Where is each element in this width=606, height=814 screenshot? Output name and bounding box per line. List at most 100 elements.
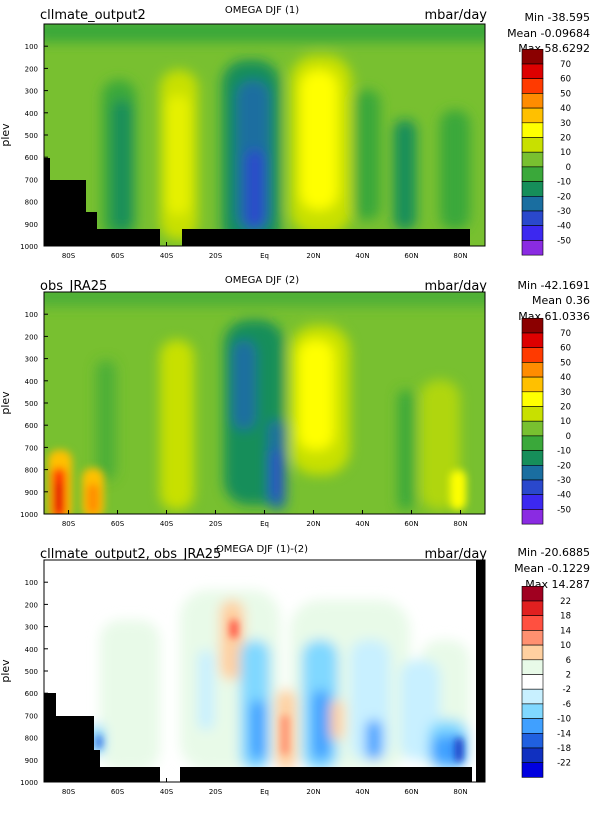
colorbar-level-label: 70 <box>560 60 571 70</box>
ytick-label: 700 <box>25 444 38 452</box>
ytick-label: 100 <box>25 311 38 319</box>
xtick-label: 40S <box>160 252 174 260</box>
colorbar-swatch <box>521 688 544 705</box>
colorbar-level-label: 2 <box>566 671 571 681</box>
ytick-label: 800 <box>25 735 38 743</box>
panel-1-left-label: cllmate_output2 <box>40 8 146 23</box>
ytick-label: 1000 <box>20 779 38 787</box>
ytick-label: 500 <box>25 132 38 140</box>
panel-3-colorbar: 22 18 14 10 6 2 -2 -6 -10 -14 -18 -22 <box>521 585 571 778</box>
xtick-label: 60S <box>111 788 125 796</box>
colorbar-level-label: 30 <box>560 388 571 398</box>
panel-1-ylabel: plev <box>0 123 12 147</box>
ytick-label: 900 <box>25 221 38 229</box>
xtick-label: 60N <box>404 520 418 528</box>
colorbar-level-label: -6 <box>563 700 571 710</box>
ytick-label: 200 <box>25 333 38 341</box>
colorbar-level-label: 40 <box>560 373 571 383</box>
ytick-label: 300 <box>25 88 38 96</box>
colorbar-swatch <box>521 122 544 138</box>
colorbar-swatch <box>521 317 544 334</box>
panel-2-left-label: obs_JRA25 <box>40 279 107 294</box>
colorbar-swatch <box>521 107 544 124</box>
panel-2-title: OMEGA DJF (2) <box>225 275 299 286</box>
panel-1-plot-area <box>44 24 485 246</box>
colorbar-swatch <box>521 644 544 661</box>
colorbar-swatch <box>521 137 544 153</box>
colorbar-level-label: -50 <box>557 236 571 246</box>
ytick-label: 800 <box>25 199 38 207</box>
xtick-label: 60S <box>111 520 125 528</box>
ytick-label: 500 <box>25 400 38 408</box>
colorbar-level-label: 18 <box>560 612 571 622</box>
panel-2-mean: Mean 0.36 <box>532 294 590 307</box>
panel-3-min: Min -20.6885 <box>518 546 590 559</box>
ytick-label: 800 <box>25 467 38 475</box>
colorbar-level-label: -20 <box>557 461 571 471</box>
ytick-label: 700 <box>25 176 38 184</box>
colorbar-level-label: -30 <box>557 476 571 486</box>
panel-2: obs_JRA25 OMEGA DJF (2) mbar/day Min -42… <box>0 275 590 528</box>
colorbar-swatch <box>521 718 544 734</box>
ytick-label: 200 <box>25 65 38 73</box>
ytick-label: 300 <box>25 624 38 632</box>
xtick-label: 20S <box>209 520 223 528</box>
colorbar-swatch <box>521 659 544 675</box>
ytick-label: 200 <box>25 601 38 609</box>
colorbar-swatch <box>521 181 544 197</box>
ytick-label: 100 <box>25 43 38 51</box>
xtick-label: 20N <box>306 252 320 260</box>
ytick-label: 1000 <box>20 511 38 519</box>
ytick-label: 900 <box>25 757 38 765</box>
panel-3-units: mbar/day <box>424 547 487 562</box>
colorbar-level-label: -18 <box>557 744 571 754</box>
xtick-label: 20N <box>306 788 320 796</box>
colorbar-level-label: 10 <box>560 148 571 158</box>
colorbar-level-label: 50 <box>560 89 571 99</box>
ytick-label: 500 <box>25 668 38 676</box>
colorbar-swatch <box>521 600 544 616</box>
panel-2-plot-area <box>44 292 485 514</box>
colorbar-swatch <box>521 630 544 646</box>
colorbar-swatch <box>521 93 544 109</box>
xtick-label: 20S <box>209 788 223 796</box>
colorbar-level-label: 20 <box>560 403 571 413</box>
colorbar-level-label: -40 <box>557 222 571 232</box>
ytick-label: 600 <box>25 690 38 698</box>
colorbar-swatch <box>521 63 544 79</box>
panel-3-mean: Mean -0.1229 <box>514 562 590 575</box>
ytick-label: 300 <box>25 356 38 364</box>
colorbar-level-label: 50 <box>560 358 571 368</box>
colorbar-level-label: 22 <box>560 597 571 607</box>
colorbar-swatch <box>521 509 544 525</box>
colorbar-swatch <box>521 420 544 437</box>
colorbar-level-label: -10 <box>557 715 571 725</box>
colorbar-level-label: -22 <box>557 759 571 769</box>
xtick-label: 40N <box>355 788 369 796</box>
xtick-label: 40S <box>160 520 174 528</box>
colorbar-level-label: -20 <box>557 192 571 202</box>
colorbar-swatch <box>521 347 544 363</box>
panel-2-ylabel: plev <box>0 391 12 415</box>
colorbar-swatch <box>521 450 544 466</box>
colorbar-swatch <box>521 703 544 719</box>
colorbar-swatch <box>521 362 544 378</box>
xtick-label: 80S <box>62 252 76 260</box>
xtick-label: 80N <box>453 788 467 796</box>
colorbar-swatch <box>521 435 544 451</box>
colorbar-swatch <box>521 494 544 510</box>
colorbar-level-label: 14 <box>560 626 571 636</box>
colorbar-level-label: -40 <box>557 491 571 501</box>
colorbar-swatch <box>521 747 544 763</box>
xtick-label: 80S <box>62 520 76 528</box>
xtick-label: 20N <box>306 520 320 528</box>
panel-3-topography <box>44 560 485 782</box>
colorbar-level-label: 6 <box>566 656 571 666</box>
panel-1-topography <box>44 158 470 246</box>
panel-1-colorbar: 70 60 50 40 30 20 10 0 -10 -20 -30 -40 -50 <box>521 48 571 256</box>
panel-2-colorbar: 70 60 50 40 30 20 10 0 -10 -20 -30 -40 -50 <box>521 317 571 525</box>
colorbar-swatch <box>521 479 544 495</box>
xtick-label: 60N <box>404 788 418 796</box>
panel-3-xticks: 80S 60S 40S 20S Eq 20N 40N 60N 80N <box>62 778 468 796</box>
ytick-label: 600 <box>25 154 38 162</box>
